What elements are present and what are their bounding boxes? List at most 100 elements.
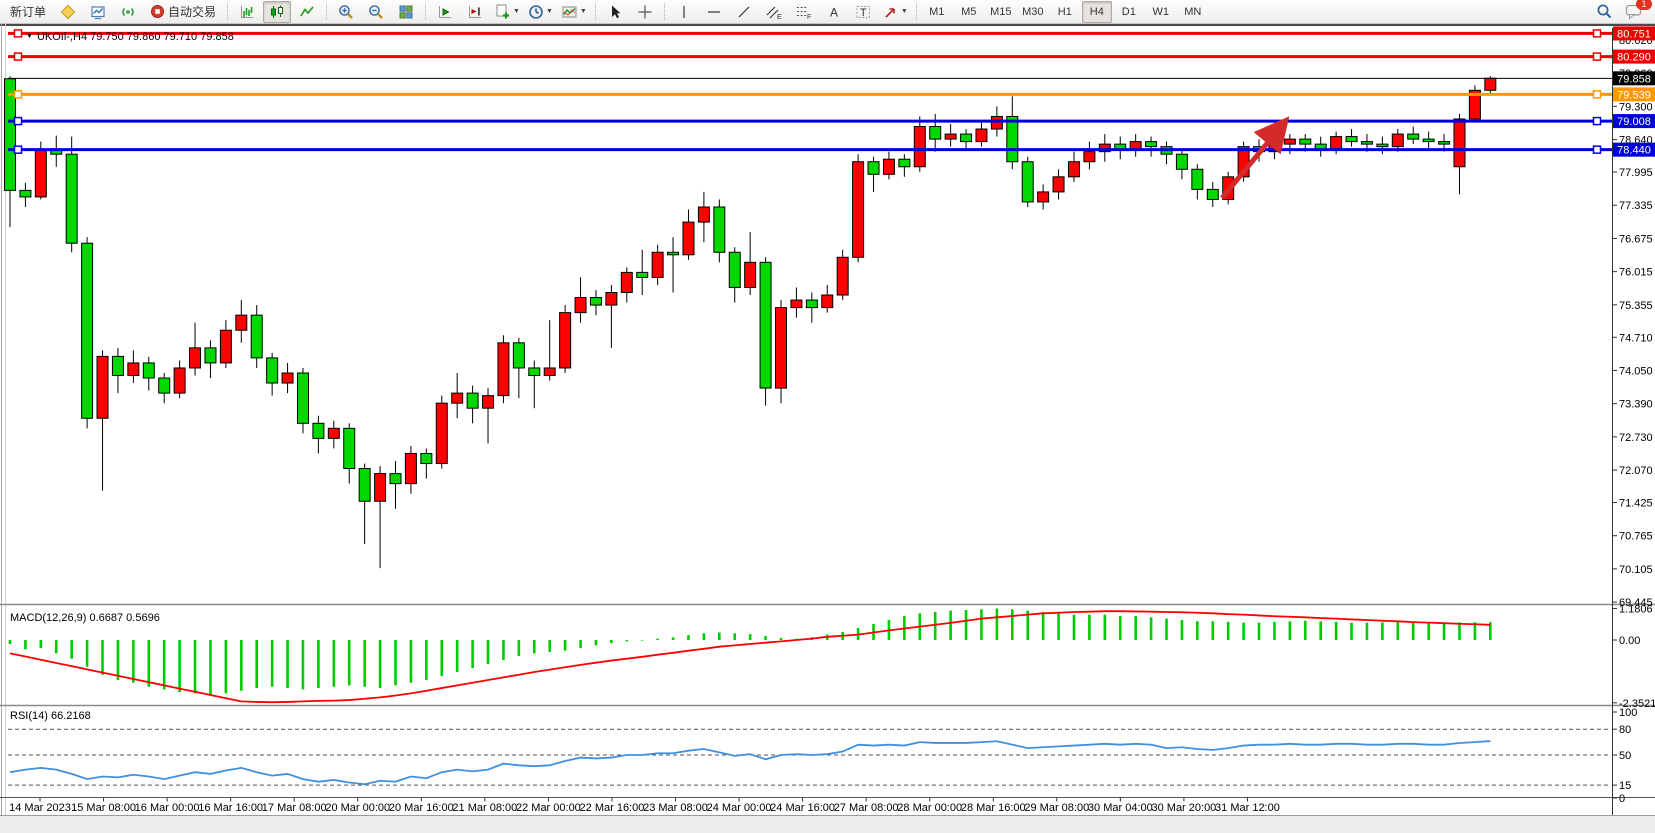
- new-chart-icon: [494, 3, 511, 20]
- timeframe-m1[interactable]: M1: [929, 5, 945, 18]
- fibonacci-tool[interactable]: F: [790, 1, 818, 23]
- trendline-tool[interactable]: [730, 1, 758, 23]
- svg-text:15: 15: [1619, 780, 1631, 792]
- timeframe-h1[interactable]: H1: [1057, 5, 1072, 18]
- rsi-label: RSI(14) 66.2168: [10, 710, 91, 722]
- text-label-tool[interactable]: T: [850, 1, 878, 23]
- svg-text:17 Mar 08:00: 17 Mar 08:00: [262, 802, 327, 814]
- diamond-icon: [60, 4, 76, 20]
- timeframe-m30[interactable]: M30: [1022, 5, 1044, 18]
- clock-icon: [528, 4, 544, 20]
- timeframe-w1[interactable]: W1: [1152, 5, 1170, 18]
- auto-scroll-icon: [437, 4, 453, 20]
- chevron-down-icon: ▼: [513, 8, 520, 15]
- cursor-button[interactable]: [601, 1, 629, 23]
- indicators-button[interactable]: ▼: [558, 1, 590, 23]
- signals-button[interactable]: [114, 1, 142, 23]
- chart-shift-button[interactable]: [461, 1, 489, 23]
- svg-text:76.675: 76.675: [1619, 233, 1653, 245]
- chevron-down-icon: ▼: [579, 8, 587, 15]
- svg-text:22 Mar 00:00: 22 Mar 00:00: [516, 802, 581, 814]
- svg-text:80.751: 80.751: [1617, 28, 1651, 40]
- autotrading-button[interactable]: 自动交易: [144, 1, 222, 23]
- chart-canvas[interactable]: 80.62079.96079.30078.64077.99577.33576.6…: [0, 24, 1655, 828]
- macd-histogram: [8, 608, 1492, 695]
- search-icon: [1596, 3, 1613, 20]
- arrow-object[interactable]: [1220, 116, 1290, 200]
- notifications-button[interactable]: 1: [1620, 0, 1652, 23]
- timeframe-d1[interactable]: D1: [1121, 5, 1136, 18]
- svg-text:27 Mar 08:00: 27 Mar 08:00: [834, 802, 899, 814]
- main-toolbar: 新订单 自动交易: [0, 0, 1655, 24]
- bar-chart-icon: [239, 4, 255, 20]
- toolbar-grip: [227, 3, 229, 20]
- arrows-tool[interactable]: ▼: [880, 1, 911, 23]
- svg-text:74.710: 74.710: [1619, 332, 1653, 344]
- new-order-button[interactable]: 新订单: [10, 5, 47, 19]
- metaeditor-button[interactable]: [54, 1, 82, 23]
- chart-window: 80.62079.96079.30078.64077.99577.33576.6…: [0, 24, 1655, 828]
- hline-objects[interactable]: [8, 29, 1613, 154]
- candlestick-icon: [269, 4, 285, 20]
- rsi-line: [9, 740, 1491, 786]
- text-label-icon: T: [855, 4, 872, 20]
- zoom-out-button[interactable]: [362, 1, 390, 23]
- price-axis[interactable]: 80.62079.96079.30078.64077.99577.33576.6…: [1612, 28, 1655, 815]
- svg-text:20 Mar 16:00: 20 Mar 16:00: [389, 802, 454, 814]
- toolbar-right: 1: [1589, 0, 1652, 23]
- timeframe-m15[interactable]: M15: [990, 5, 1012, 18]
- horizontal-line-tool[interactable]: [700, 1, 728, 23]
- timeframe-m5[interactable]: M5: [961, 5, 977, 18]
- zoom-in-button[interactable]: [332, 1, 360, 23]
- svg-text:24 Mar 00:00: 24 Mar 00:00: [707, 802, 772, 814]
- timeframe-h4[interactable]: H4: [1081, 0, 1112, 23]
- vertical-line-icon: [677, 4, 691, 20]
- svg-text:76.015: 76.015: [1619, 267, 1653, 279]
- vertical-line-tool[interactable]: [670, 1, 698, 23]
- svg-text:79.008: 79.008: [1617, 116, 1651, 128]
- search-button[interactable]: [1590, 1, 1618, 23]
- tile-windows-button[interactable]: [392, 1, 420, 23]
- indicators-icon: [561, 4, 578, 20]
- chevron-down-icon: ▼: [900, 8, 908, 15]
- horizontal-line-icon: [706, 4, 722, 20]
- svg-text:79.858: 79.858: [1617, 73, 1651, 85]
- line-chart-button[interactable]: [293, 1, 321, 23]
- zoom-in-icon: [338, 4, 354, 20]
- toolbar-grip: [594, 3, 596, 20]
- new-chart-button[interactable]: ▼: [491, 1, 523, 23]
- chart-title: ▼ UKOIl-,H4 79.750 79.860 79.710 79.858: [26, 31, 234, 43]
- svg-text:28 Mar 16:00: 28 Mar 16:00: [961, 802, 1026, 814]
- notification-badge: 1: [1636, 0, 1652, 10]
- svg-text:30 Mar 20:00: 30 Mar 20:00: [1151, 802, 1216, 814]
- depth-chart-icon: [90, 4, 106, 20]
- bar-chart-button[interactable]: [233, 1, 261, 23]
- svg-text:23 Mar 08:00: 23 Mar 08:00: [643, 802, 708, 814]
- svg-text:24 Mar 16:00: 24 Mar 16:00: [770, 802, 835, 814]
- svg-text:79.539: 79.539: [1617, 89, 1651, 101]
- svg-text:0: 0: [1619, 793, 1625, 805]
- svg-text:F: F: [807, 14, 811, 20]
- svg-text:70.105: 70.105: [1619, 564, 1653, 576]
- market-depth-button[interactable]: [84, 1, 112, 23]
- svg-text:E: E: [777, 14, 782, 20]
- timeframe-mn[interactable]: MN: [1184, 5, 1202, 18]
- svg-text:-2.3521: -2.3521: [1619, 698, 1655, 710]
- equidistant-channel-tool[interactable]: E: [760, 1, 788, 23]
- svg-text:70.765: 70.765: [1619, 531, 1653, 543]
- svg-text:29 Mar 08:00: 29 Mar 08:00: [1024, 802, 1089, 814]
- svg-text:16 Mar 16:00: 16 Mar 16:00: [198, 802, 263, 814]
- tile-windows-icon: [398, 4, 414, 20]
- text-tool[interactable]: A: [820, 1, 848, 23]
- auto-scroll-button[interactable]: [431, 1, 459, 23]
- cursor-arrow-icon: [607, 4, 623, 20]
- candlestick-chart-button[interactable]: [263, 0, 292, 23]
- svg-text:74.050: 74.050: [1619, 365, 1653, 377]
- svg-text:72.070: 72.070: [1619, 465, 1653, 477]
- svg-text:79.300: 79.300: [1619, 101, 1653, 113]
- crosshair-button[interactable]: [631, 1, 659, 23]
- line-chart-icon: [299, 4, 315, 20]
- period-button[interactable]: ▼: [525, 1, 556, 23]
- svg-text:15 Mar 08:00: 15 Mar 08:00: [71, 802, 136, 814]
